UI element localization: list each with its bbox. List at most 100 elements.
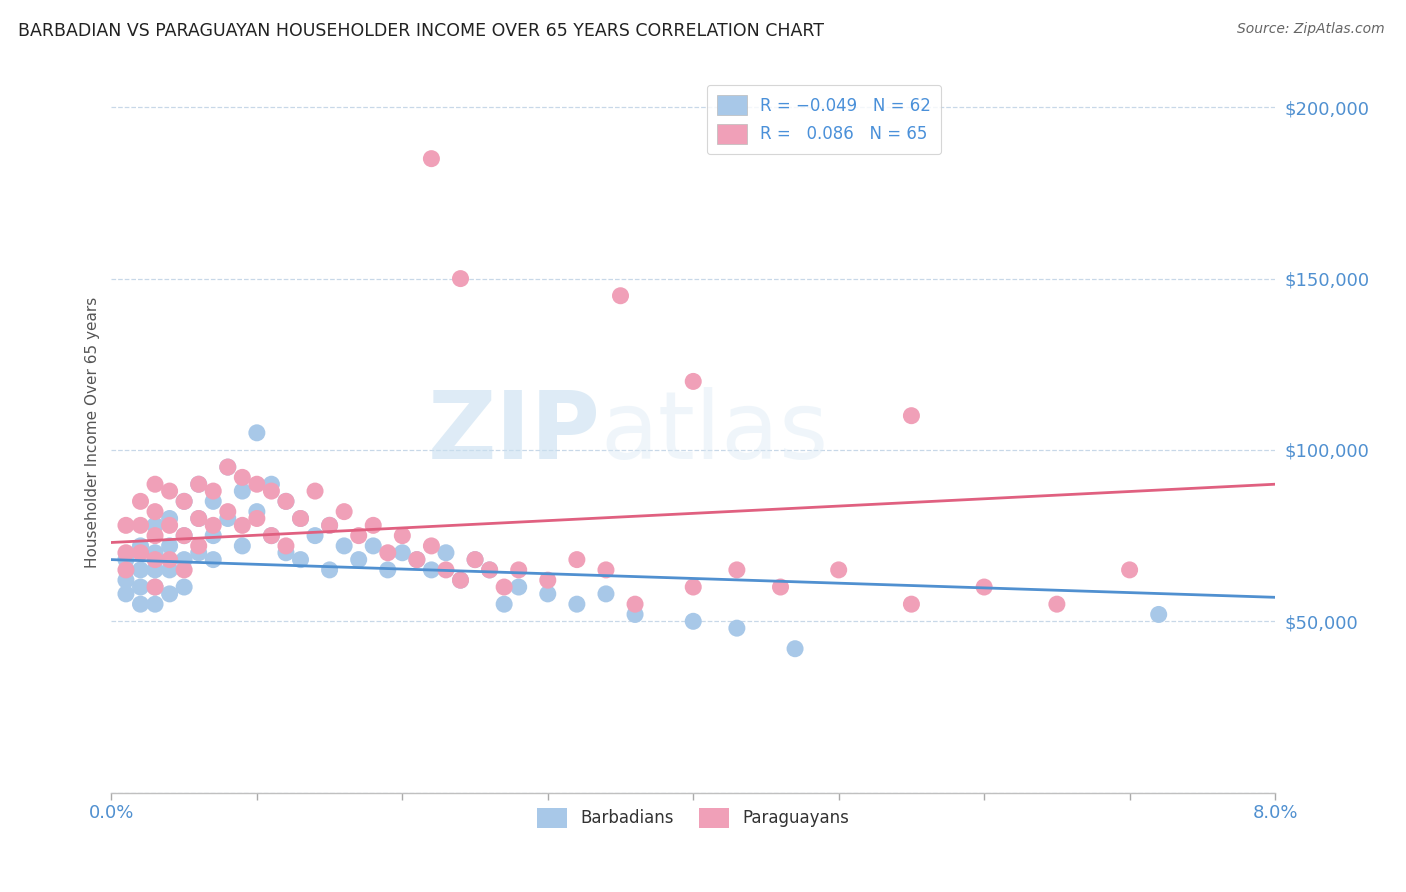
Point (115, 552, 138, 566)
Point (304, 484, 326, 499)
Point (143, 477, 166, 491)
Point (361, 518, 384, 533)
Point (333, 505, 356, 519)
Point (143, 552, 166, 566)
Point (828, 563, 851, 577)
Point (682, 580, 704, 594)
Point (173, 580, 195, 594)
Point (274, 546, 297, 560)
Point (129, 563, 152, 577)
Point (609, 289, 631, 303)
Point (508, 580, 530, 594)
Point (450, 271, 472, 285)
Point (260, 528, 283, 542)
Point (187, 546, 209, 560)
Point (494, 597, 516, 611)
Point (900, 409, 922, 423)
Point (318, 518, 340, 533)
Point (159, 518, 181, 533)
Point (973, 580, 995, 594)
Legend: Barbadians, Paraguayans: Barbadians, Paraguayans (530, 801, 856, 835)
Point (202, 494, 225, 508)
Point (143, 580, 166, 594)
Point (159, 539, 181, 553)
Point (143, 563, 166, 577)
Point (318, 563, 340, 577)
Point (682, 375, 704, 389)
Point (405, 552, 427, 566)
Point (217, 505, 239, 519)
Point (304, 528, 326, 542)
Point (565, 597, 588, 611)
Point (494, 580, 516, 594)
Point (725, 621, 748, 635)
Point (595, 587, 617, 601)
Point (231, 470, 253, 484)
Point (450, 573, 472, 587)
Point (129, 539, 152, 553)
Point (143, 505, 166, 519)
Point (508, 563, 530, 577)
Point (1147, 607, 1170, 622)
Point (333, 539, 356, 553)
Point (391, 546, 413, 560)
Point (129, 580, 152, 594)
Point (217, 460, 239, 475)
Point (159, 587, 181, 601)
Point (129, 518, 152, 533)
Point (290, 552, 312, 566)
Point (173, 528, 195, 542)
Point (478, 563, 501, 577)
Point (434, 563, 457, 577)
Point (231, 539, 253, 553)
Point (187, 539, 209, 553)
Point (173, 552, 195, 566)
Point (318, 518, 340, 533)
Point (725, 563, 748, 577)
Point (769, 580, 792, 594)
Point (115, 518, 138, 533)
Point (478, 563, 501, 577)
Text: Source: ZipAtlas.com: Source: ZipAtlas.com (1237, 22, 1385, 37)
Point (246, 505, 269, 519)
Point (159, 484, 181, 499)
Point (377, 546, 399, 560)
Point (900, 597, 922, 611)
Point (129, 494, 152, 508)
Text: atlas: atlas (600, 387, 828, 479)
Point (143, 580, 166, 594)
Point (202, 484, 225, 499)
Point (159, 552, 181, 566)
Point (464, 552, 486, 566)
Point (129, 546, 152, 560)
Point (274, 494, 297, 508)
Point (115, 573, 138, 587)
Point (464, 552, 486, 566)
Point (187, 511, 209, 525)
Point (143, 518, 166, 533)
Point (231, 484, 253, 499)
Point (159, 511, 181, 525)
Point (391, 528, 413, 542)
Point (565, 552, 588, 566)
Point (217, 460, 239, 475)
Point (290, 511, 312, 525)
Point (159, 563, 181, 577)
Point (434, 546, 457, 560)
Y-axis label: Householder Income Over 65 years: Householder Income Over 65 years (86, 297, 100, 568)
Point (347, 528, 370, 542)
Point (347, 552, 370, 566)
Point (420, 152, 443, 166)
Point (173, 494, 195, 508)
Point (274, 494, 297, 508)
Point (115, 587, 138, 601)
Point (420, 539, 443, 553)
Point (274, 539, 297, 553)
Point (420, 563, 443, 577)
Point (246, 477, 269, 491)
Point (1046, 597, 1069, 611)
Point (115, 563, 138, 577)
Point (377, 563, 399, 577)
Text: ZIP: ZIP (427, 387, 600, 479)
Point (143, 546, 166, 560)
